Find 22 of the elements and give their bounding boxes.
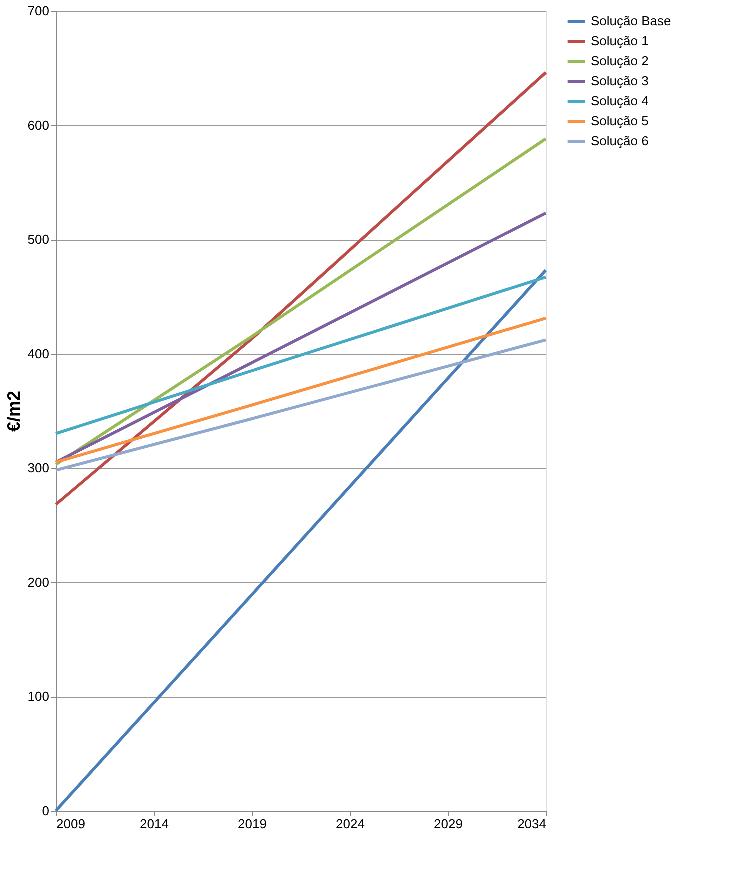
legend-label: Solução 3 xyxy=(591,74,649,88)
x-tick-label: 2014 xyxy=(140,816,169,832)
legend-label: Solução 4 xyxy=(591,94,649,108)
x-tick-label: 2019 xyxy=(238,816,267,832)
legend-label: Solução Base xyxy=(591,14,672,28)
legend-label: Solução 6 xyxy=(591,134,649,148)
x-tick-label: 2029 xyxy=(434,816,463,832)
legend-label: Solução 2 xyxy=(591,54,649,68)
y-axis-title: €/m2 xyxy=(4,390,24,432)
y-tick-label: 500 xyxy=(28,232,50,248)
y-tick-label: 400 xyxy=(28,346,50,362)
x-tick-label: 2009 xyxy=(56,816,86,832)
y-tick-label: 200 xyxy=(28,574,50,590)
y-tick-label: 300 xyxy=(28,460,50,476)
y-tick-label: 600 xyxy=(28,118,50,133)
x-tick-label: 2034 xyxy=(518,816,546,832)
legend-label: Solução 1 xyxy=(591,34,649,48)
x-tick-label: 2024 xyxy=(336,816,365,832)
legend-label: Solução 5 xyxy=(591,114,649,128)
y-tick-label: 100 xyxy=(28,689,50,704)
y-tick-label: 0 xyxy=(42,804,50,818)
y-tick-label: 700 xyxy=(28,4,50,18)
